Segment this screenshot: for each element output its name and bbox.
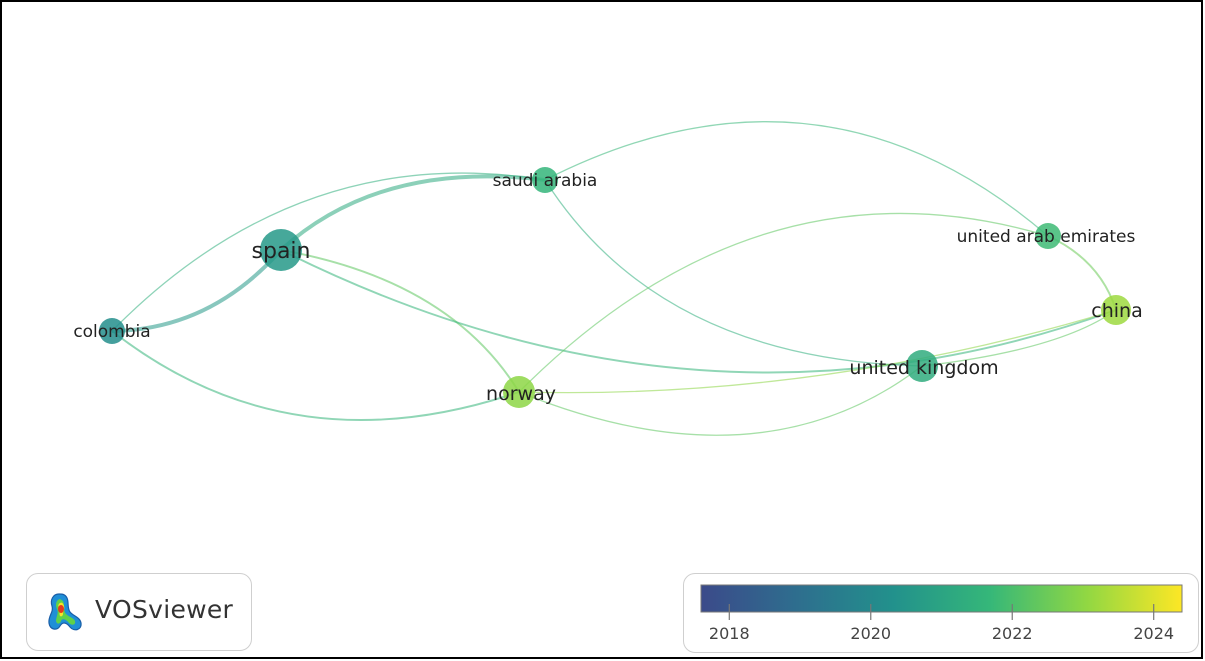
node-united-arab-emirates[interactable]	[1035, 223, 1061, 249]
link-norway-united_arab_emirates	[518, 212, 1049, 393]
vosviewer-logo-icon	[48, 593, 82, 631]
vosviewer-logo-text: VOSviewer	[95, 595, 234, 624]
link-saudi_arabia-united_kingdom	[544, 179, 923, 367]
link-spain-saudi_arabia	[279, 174, 546, 252]
node-label-spain[interactable]: spain	[252, 239, 311, 264]
link-saudi_arabia-united_arab_emirates	[544, 121, 1049, 237]
link-united_kingdom-china	[921, 309, 1117, 367]
year-color-legend: 2018 2020 2022 2024	[683, 573, 1199, 653]
legend-tick-label-2024: 2024	[1133, 624, 1175, 643]
link-colombia-saudi_arabia	[111, 172, 546, 332]
node-label-united-kingdom[interactable]: united kingdom	[849, 357, 998, 379]
node-united-kingdom[interactable]	[906, 350, 938, 382]
node-colombia[interactable]	[99, 318, 125, 344]
labels-layer: spain saudi arabia colombia norway united ar…	[73, 171, 1142, 405]
vosviewer-logo: VOSviewer	[26, 573, 252, 651]
color-scale-bar	[700, 584, 1183, 613]
node-spain[interactable]	[260, 229, 302, 271]
link-norway-united_kingdom	[518, 365, 923, 436]
node-china[interactable]	[1101, 295, 1131, 325]
link-china-norway	[518, 309, 1117, 394]
node-label-norway[interactable]: norway	[486, 383, 556, 405]
node-saudi-arabia[interactable]	[532, 167, 558, 193]
link-spain-china	[280, 249, 1117, 374]
link-spain-colombia	[111, 248, 283, 333]
links-layer	[111, 121, 1117, 436]
node-label-china[interactable]: china	[1091, 300, 1142, 322]
node-label-united-arab-emirates[interactable]: united arab emirates	[957, 227, 1136, 247]
link-spain-norway	[280, 249, 520, 393]
color-scale	[700, 584, 1183, 620]
node-label-saudi-arabia[interactable]: saudi arabia	[493, 171, 598, 191]
legend-tick-label-2022: 2022	[991, 624, 1033, 643]
node-norway[interactable]	[503, 376, 535, 408]
node-label-colombia[interactable]: colombia	[73, 322, 150, 342]
nodes-layer	[99, 167, 1131, 408]
legend-tick-label-2018: 2018	[708, 624, 750, 643]
link-colombia-norway	[111, 330, 520, 422]
legend-tick-label-2020: 2020	[850, 624, 892, 643]
link-united_arab_emirates-china	[1047, 235, 1117, 311]
